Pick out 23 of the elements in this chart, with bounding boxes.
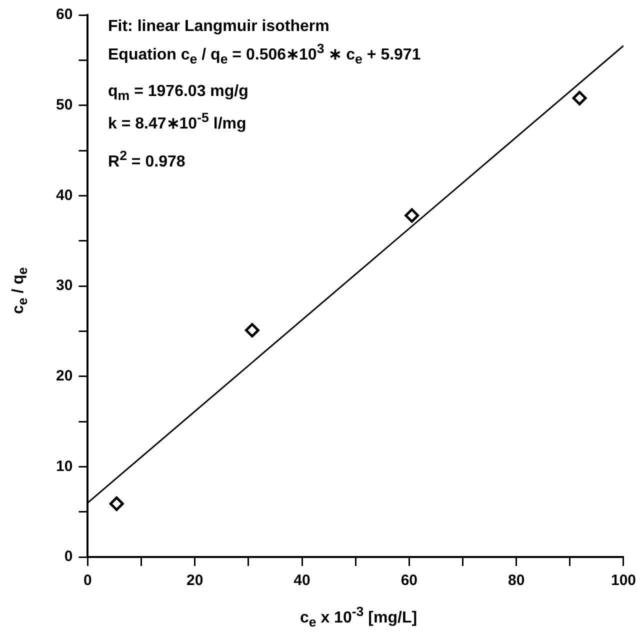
point: [572, 90, 587, 106]
y-tick-label: 30: [56, 277, 73, 294]
x-tick-label: 60: [400, 572, 418, 590]
y-tick-label: 20: [56, 367, 73, 384]
annotation: R$^{2}$ = 0.978: [108, 147, 186, 172]
point: [404, 208, 420, 223]
x-tick-label: 0: [84, 572, 92, 590]
annotation: q$_{m}$ = 1976.03 mg/g: [108, 82, 250, 105]
x-tick-label: 100: [610, 572, 636, 590]
text: Equation c$_{e}$ / q$_{e}$ = 0.506∗10$^{3}$ ∗ c$_{e}$ + 5.971: [108, 41, 421, 67]
y-tick-label: 0: [64, 548, 73, 566]
x-tick-label: 20: [186, 572, 204, 590]
point: [244, 323, 260, 338]
point: [109, 496, 124, 511]
y-tick-label: 50: [56, 96, 73, 114]
x-axis-title: c$_{e}$ x 10$^{-3}$ [mg/L]: [298, 604, 418, 630]
annotation: k = 8.47∗10$^{-5}$ l/mg: [108, 108, 248, 134]
x-tick-label: 40: [294, 572, 310, 590]
annotation: Fit: linear Langmuir isotherm: [108, 17, 330, 37]
y-tick-label: 10: [56, 458, 73, 475]
x-tick-label: 80: [508, 572, 525, 590]
y-tick-label: 40: [56, 186, 73, 204]
y-tick-label: 60: [56, 6, 73, 24]
